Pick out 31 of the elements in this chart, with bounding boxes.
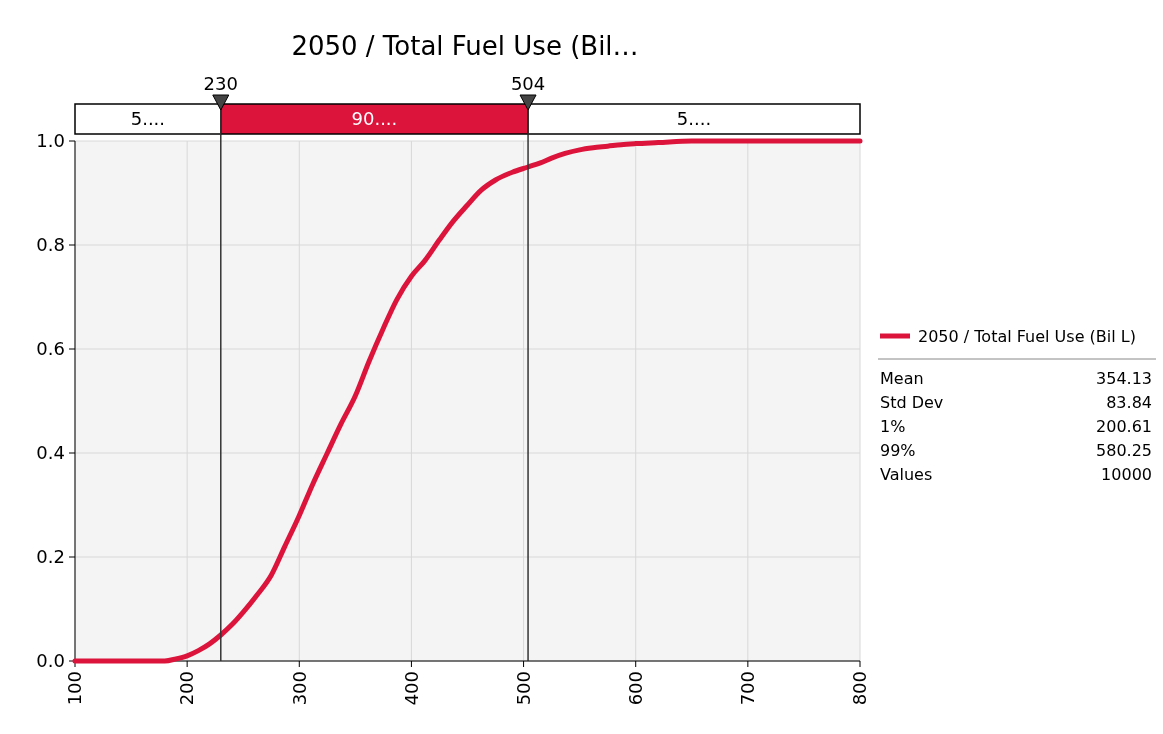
x-tick-label: 500 [512,671,534,706]
text: 10000 [1101,464,1152,484]
text: 5.... [130,108,166,130]
y-tick-label: 0.4 [36,442,65,464]
x-tick-label: 400 [400,671,422,706]
x-tick-label: 800 [849,671,871,706]
text: 5.... [676,108,712,130]
text: 90.... [351,108,398,130]
text: Values [880,464,933,484]
y-tick-label: 0.8 [36,234,65,256]
x-tick-label: 300 [288,671,310,706]
text: 99% [880,440,916,460]
x-tick-label: 200 [176,671,198,706]
ref-line-label: 230 [203,73,238,94]
text: Mean [880,368,924,388]
ref-line-label: 504 [510,73,546,94]
x-tick-label: 100 [64,671,86,706]
x-tick-label: 600 [625,671,647,706]
text: 200.61 [1096,416,1152,436]
text: 1% [880,416,906,436]
text: 83.84 [1106,392,1152,412]
y-tick-label: 0.6 [36,338,65,360]
y-tick-label: 0.0 [36,650,65,672]
y-tick-label: 1.0 [36,130,65,152]
y-tick-label: 0.2 [36,546,65,568]
chart-title: 2050 / Total Fuel Use (Bil… [291,31,639,61]
text: Std Dev [880,392,944,412]
text: 354.13 [1096,368,1152,388]
x-tick-label: 700 [737,671,759,706]
legend-label: 2050 / Total Fuel Use (Bil L) [918,326,1136,346]
text: 580.25 [1096,440,1152,460]
